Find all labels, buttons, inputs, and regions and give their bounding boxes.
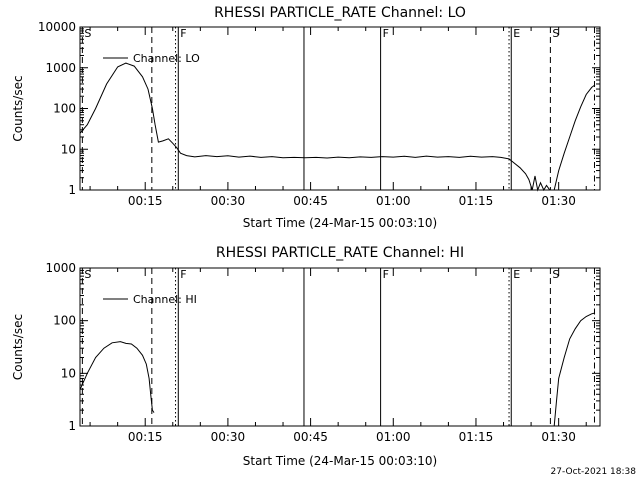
footer-timestamp: 27-Oct-2021 18:38 [551, 467, 637, 477]
x-tick-label: 01:00 [376, 194, 411, 208]
plot-frame [79, 267, 601, 427]
x-tick-label: 01:30 [541, 430, 576, 444]
x-axis-label: Start Time (24-Mar-15 00:03:10) [243, 216, 437, 230]
series-line [79, 341, 155, 413]
series-line [553, 84, 596, 191]
x-tick-label: 00:15 [128, 194, 163, 208]
y-tick-label: 10000 [38, 20, 76, 34]
x-tick-label: 00:30 [211, 194, 246, 208]
event-marker-label: S [552, 27, 559, 40]
y-tick-label: 100 [53, 102, 76, 116]
series-line [553, 312, 596, 427]
event-marker-label: S [84, 27, 91, 40]
x-tick-label: 00:30 [211, 430, 246, 444]
y-tick-label: 1 [68, 419, 76, 433]
y-tick-label: 10 [61, 142, 76, 156]
y-axis-label: Counts/sec [11, 75, 25, 141]
x-tick-label: 01:15 [459, 194, 494, 208]
y-tick-label: 10 [61, 366, 76, 380]
x-tick-label: 00:45 [293, 194, 328, 208]
x-tick-label: 00:15 [128, 430, 163, 444]
chart-title: RHESSI PARTICLE_RATE Channel: HI [216, 245, 464, 261]
event-marker-label: S [552, 268, 559, 281]
chart-panel-lo: RHESSI PARTICLE_RATE Channel: LO 1 10 100 10… [11, 5, 601, 230]
event-marker-label: S [84, 268, 91, 281]
x-tick-label: 01:15 [459, 430, 494, 444]
series-line [79, 62, 553, 192]
y-tick-label: 1 [68, 183, 76, 197]
chart-title: RHESSI PARTICLE_RATE Channel: LO [214, 5, 466, 21]
event-marker-label: F [180, 268, 186, 281]
legend-label: Channel: HI [133, 293, 197, 306]
y-tick-label: 1000 [45, 261, 76, 275]
event-marker-label: F [383, 268, 389, 281]
y-tick-label: 100 [53, 314, 76, 328]
x-tick-label: 00:45 [293, 430, 328, 444]
event-marker-label: E [513, 268, 520, 281]
x-axis-label: Start Time (24-Mar-15 00:03:10) [243, 454, 437, 468]
event-marker-label: F [180, 27, 186, 40]
legend-label: Channel: LO [133, 52, 200, 65]
chart-panel-hi: RHESSI PARTICLE_RATE Channel: HI 1 10 100 10… [11, 245, 601, 468]
event-marker-label: E [513, 27, 520, 40]
y-tick-label: 1000 [45, 61, 76, 75]
x-tick-label: 01:00 [376, 430, 411, 444]
event-marker-label: F [383, 27, 389, 40]
x-tick-label: 01:30 [541, 194, 576, 208]
y-axis-label: Counts/sec [11, 314, 25, 380]
